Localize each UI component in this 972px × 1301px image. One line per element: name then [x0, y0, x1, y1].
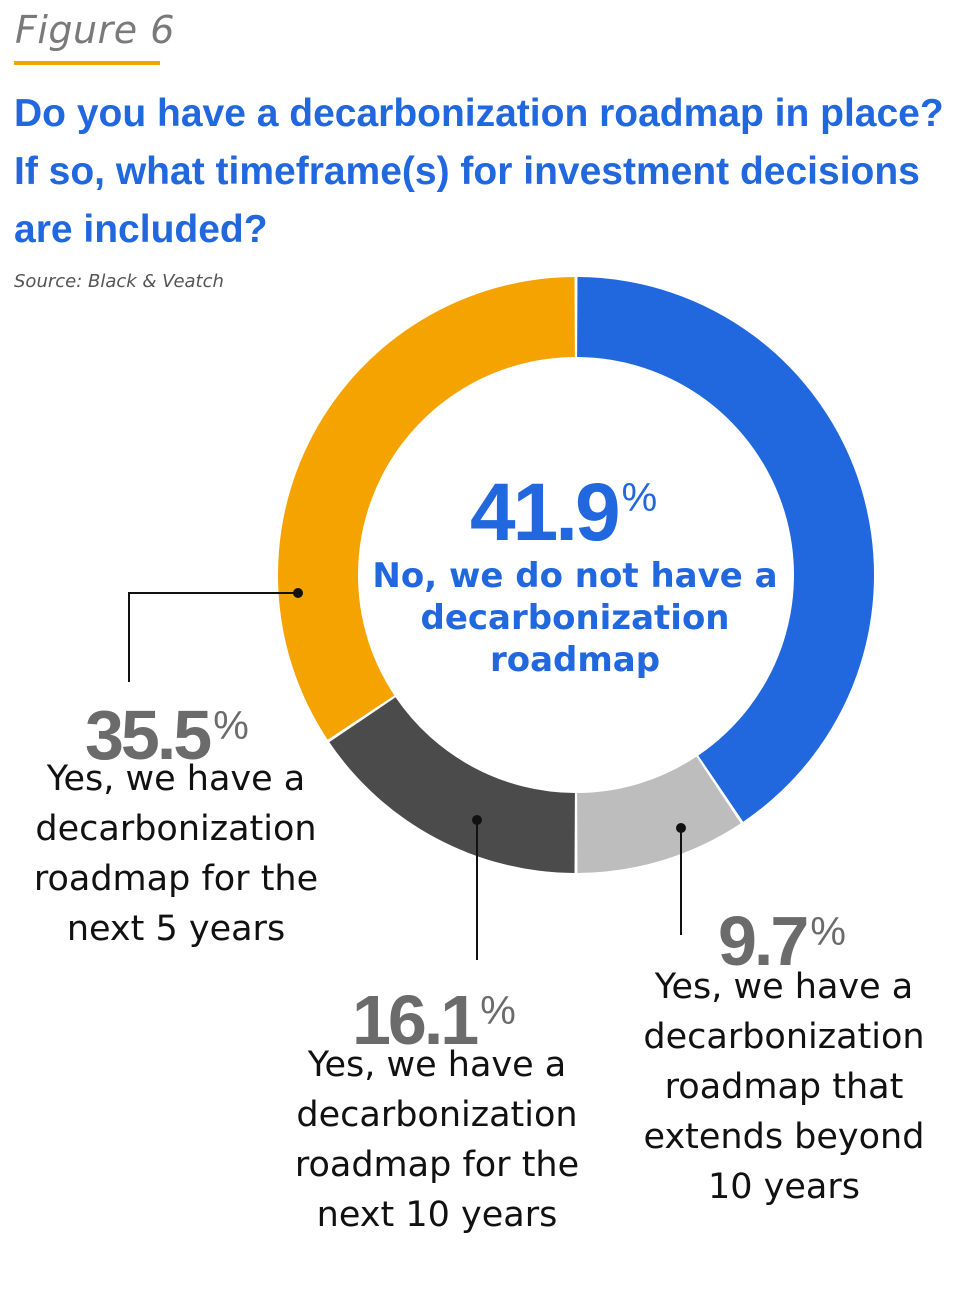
- value-number: 16.1: [352, 981, 479, 1059]
- source-note: Source: Black & Veatch: [14, 271, 224, 292]
- value-label-next-5: 35.5%: [85, 700, 249, 770]
- percent-sign: %: [810, 910, 846, 954]
- value-number: 9.7: [718, 902, 809, 980]
- donut-slice-no_roadmap: [577, 277, 874, 822]
- percent-sign: %: [213, 704, 249, 748]
- slice-label-next-5: Yes, we have a decarbonization roadmap f…: [33, 759, 319, 949]
- leader-dot-beyond-10: [676, 823, 686, 833]
- donut-slice-next_5: [278, 277, 575, 740]
- leader-line-next-5: [128, 592, 298, 682]
- percent-sign: %: [621, 476, 658, 520]
- chart-title: Do you have a decarbonization roadmap in…: [14, 92, 944, 251]
- percent-sign: %: [480, 989, 516, 1033]
- value-label-beyond-10: 9.7%: [718, 906, 846, 976]
- value-label-next-10: 16.1%: [352, 985, 516, 1055]
- slice-label-no-roadmap: No, we do not have a decarbonization roa…: [372, 556, 778, 680]
- value-number: 41.9: [470, 467, 621, 558]
- figure-label-underline: [14, 61, 160, 65]
- figure-label: Figure 6: [15, 8, 175, 52]
- donut-slice-next_10: [329, 697, 575, 873]
- slice-label-next-10: Yes, we have a decarbonization roadmap f…: [294, 1045, 580, 1235]
- value-number: 35.5: [85, 696, 212, 774]
- leader-dot-next-5: [293, 588, 303, 598]
- donut-slice-beyond_10: [577, 756, 741, 873]
- value-label-no-roadmap: 41.9%: [470, 472, 657, 554]
- slice-label-beyond-10: Yes, we have a decarbonization roadmap t…: [643, 967, 925, 1207]
- leader-dot-next-10: [472, 815, 482, 825]
